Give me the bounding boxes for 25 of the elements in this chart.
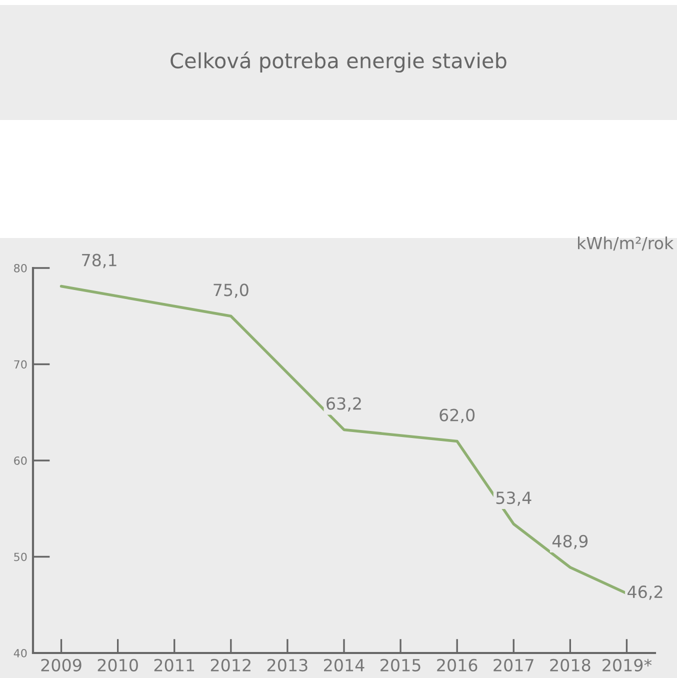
data-label: 75,0: [214, 284, 248, 298]
y-axis-title: kWh/m²/rok: [578, 236, 674, 251]
data-label: 63,2: [326, 397, 361, 412]
x-tick-label: 2016: [437, 658, 478, 672]
y-tick-label: 50: [14, 552, 27, 562]
data-label: 53,4: [496, 492, 532, 506]
chart-title: Celková potreba energie stavieb: [170, 52, 506, 72]
x-tick-label: 2015: [380, 658, 420, 672]
x-tick-label: 2018: [550, 658, 590, 672]
x-tick-label: 2013: [267, 658, 308, 672]
x-tick-label: 2009: [41, 658, 82, 672]
x-tick-label: 2010: [98, 658, 138, 672]
y-tick-label: 80: [14, 264, 27, 272]
x-tick-label: 2012: [210, 658, 250, 672]
x-tick-label: 2017: [494, 658, 534, 672]
data-label: 78,1: [82, 254, 116, 268]
data-label: 46,2: [628, 586, 662, 600]
x-tick-label: 2019*: [602, 658, 652, 672]
data-label: 62,0: [440, 408, 475, 424]
y-tick-label: 60: [14, 456, 27, 465]
x-tick-label: 2014: [324, 658, 364, 672]
data-label: 48,9: [552, 534, 588, 550]
y-tick-label: 40: [14, 648, 27, 658]
y-tick-label: 70: [14, 360, 27, 369]
x-tick-label: 2011: [154, 658, 194, 672]
